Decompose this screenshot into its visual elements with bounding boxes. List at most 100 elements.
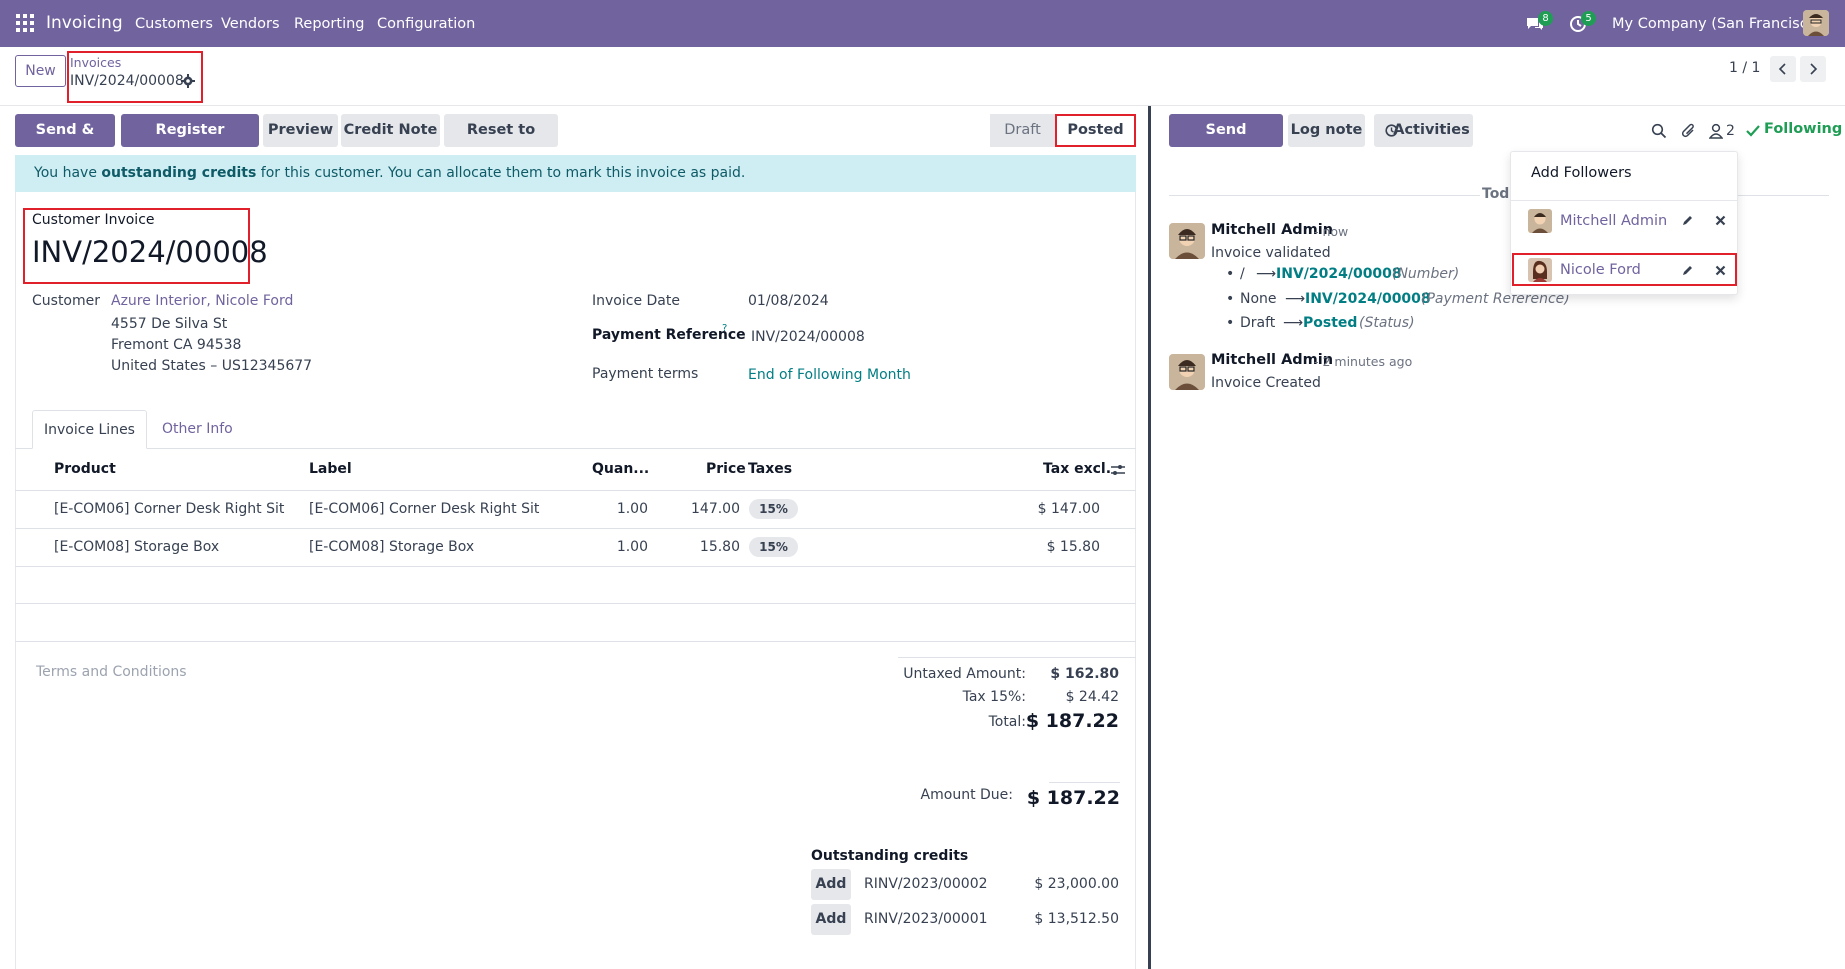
payment-reference-help[interactable]: ? (722, 323, 728, 334)
add-followers-item[interactable]: Add Followers (1531, 165, 1632, 181)
close-icon[interactable] (1715, 265, 1726, 276)
paperclip-icon[interactable] (1681, 122, 1697, 140)
terms-and-conditions-field[interactable]: Terms and Conditions (36, 664, 187, 680)
send-message-button[interactable]: Send message (1169, 114, 1283, 171)
customer-address-1: 4557 De Silva St (111, 316, 228, 332)
credit-amount-1: $ 23,000.00 (1034, 876, 1119, 892)
row2-label[interactable]: [E-COM08] Storage Box (309, 539, 475, 555)
pager-value[interactable]: 1 / 1 (1729, 60, 1761, 76)
add-credit-button[interactable]: Add (811, 869, 851, 900)
search-icon[interactable] (1651, 123, 1667, 139)
tracking-arrow-icon: ⟶ (1285, 291, 1306, 307)
app-name[interactable]: Invoicing (46, 13, 123, 33)
total-value: $ 187.22 (1025, 710, 1119, 732)
customer-address-3: United States – US12345677 (111, 358, 313, 374)
payment-reference-label: Payment Reference (592, 327, 746, 343)
top-navbar: Invoicing Customers Vendors Reporting Co… (0, 0, 1845, 47)
col-label[interactable]: Label (309, 461, 352, 477)
row1-qty[interactable]: 1.00 (616, 501, 648, 517)
row2-product[interactable]: [E-COM08] Storage Box (54, 539, 220, 555)
table-header-divider (15, 490, 1136, 491)
tracking-bullet: • (1226, 315, 1235, 331)
register-payment-button[interactable]: Register Payment (121, 114, 259, 171)
gear-icon[interactable] (181, 74, 195, 88)
check-icon (1746, 125, 1760, 137)
followers-icon[interactable] (1709, 123, 1723, 139)
apps-grid-icon[interactable] (16, 14, 34, 32)
alert-text-bold: outstanding credits (101, 165, 257, 181)
col-tax-excl[interactable]: Tax excl. (1043, 461, 1112, 477)
following-toggle[interactable]: Following (1764, 121, 1843, 137)
credit-amount-2: $ 13,512.50 (1034, 911, 1119, 927)
message-author[interactable]: Mitchell Admin (1211, 222, 1334, 238)
author-avatar[interactable] (1169, 223, 1205, 259)
tab-other-info[interactable]: Other Info (162, 421, 233, 437)
tracking-bullet: • (1226, 291, 1235, 307)
follower-avatar (1528, 209, 1552, 233)
col-product[interactable]: Product (54, 461, 116, 477)
untaxed-amount-value: $ 162.80 (1050, 666, 1119, 682)
edit-icon[interactable] (1681, 214, 1694, 227)
preview-button[interactable]: Preview (263, 114, 338, 147)
optional-columns-icon[interactable] (1110, 462, 1126, 478)
add-credit-button[interactable]: Add (811, 904, 851, 935)
menu-vendors[interactable]: Vendors (221, 16, 280, 32)
invoice-date-field[interactable]: 01/08/2024 (748, 293, 829, 309)
chatter-divider[interactable] (1148, 106, 1151, 969)
row1-tax-badge[interactable]: 15% (749, 499, 798, 519)
title-highlight (23, 208, 250, 284)
pager-next-button[interactable] (1800, 56, 1826, 82)
company-switcher[interactable]: My Company (San Francisco) (1612, 16, 1823, 32)
status-posted[interactable]: Posted (1055, 114, 1136, 147)
tax-label: Tax 15%: (962, 689, 1026, 705)
credit-note-button[interactable]: Credit Note (341, 114, 440, 147)
payment-terms-label: Payment terms (592, 366, 699, 382)
totals-divider (898, 657, 1136, 658)
author-avatar[interactable] (1169, 354, 1205, 390)
message-body: Invoice validated (1211, 245, 1331, 261)
new-button[interactable]: New (15, 55, 66, 87)
follower-row-highlight (1512, 253, 1737, 286)
log-note-button[interactable]: Log note (1288, 114, 1365, 147)
invoice-date-label: Invoice Date (592, 293, 680, 309)
row2-qty[interactable]: 1.00 (616, 539, 648, 555)
edit-icon[interactable] (1681, 264, 1694, 277)
activities-button[interactable]: Activities (1374, 114, 1473, 147)
credit-ref-2[interactable]: RINV/2023/00001 (864, 911, 988, 927)
credit-ref-1[interactable]: RINV/2023/00002 (864, 876, 988, 892)
amount-due-label: Amount Due: (920, 787, 1013, 803)
user-avatar[interactable] (1803, 10, 1829, 36)
col-price[interactable]: Price (706, 461, 746, 477)
row1-label[interactable]: [E-COM06] Corner Desk Right Sit (309, 501, 540, 517)
breadcrumb-invoices[interactable]: Invoices (70, 55, 122, 70)
tracking-field: (Payment Reference) (1421, 291, 1570, 307)
tab-invoice-lines[interactable]: Invoice Lines (32, 410, 147, 449)
customer-name-link[interactable]: Azure Interior, Nicole Ford (111, 293, 294, 309)
menu-customers[interactable]: Customers (135, 16, 213, 32)
customer-label: Customer (32, 293, 101, 309)
payment-reference-field[interactable]: INV/2024/00008 (751, 329, 865, 345)
send-print-button[interactable]: Send & Print (15, 114, 115, 171)
row1-price[interactable]: 147.00 (691, 501, 740, 517)
follower-nicole-ford[interactable]: Nicole Ford (1560, 262, 1641, 278)
payment-terms-field[interactable]: End of Following Month (748, 367, 911, 383)
reset-to-draft-button[interactable]: Reset to Draft (444, 114, 558, 171)
customer-address-2: Fremont CA 94538 (111, 337, 242, 353)
table-row-divider (15, 566, 1136, 567)
tracking-arrow-icon: ⟶ (1256, 266, 1277, 282)
col-quantity[interactable]: Quan... (592, 461, 650, 477)
pager-prev-button[interactable] (1770, 56, 1796, 82)
row2-price[interactable]: 15.80 (699, 539, 740, 555)
close-icon[interactable] (1715, 215, 1726, 226)
status-draft[interactable]: Draft (990, 114, 1055, 147)
menu-reporting[interactable]: Reporting (294, 16, 365, 32)
row2-tax-badge[interactable]: 15% (749, 537, 798, 557)
follower-mitchell-admin[interactable]: Mitchell Admin (1560, 213, 1668, 229)
message-author[interactable]: Mitchell Admin (1211, 352, 1334, 368)
col-taxes[interactable]: Taxes (748, 461, 793, 477)
row1-product[interactable]: [E-COM06] Corner Desk Right Sit (54, 501, 285, 517)
menu-configuration[interactable]: Configuration (377, 16, 476, 32)
row2-subtotal: $ 15.80 (1046, 539, 1100, 555)
followers-count[interactable]: 2 (1726, 123, 1735, 139)
dropdown-divider (1511, 200, 1737, 201)
